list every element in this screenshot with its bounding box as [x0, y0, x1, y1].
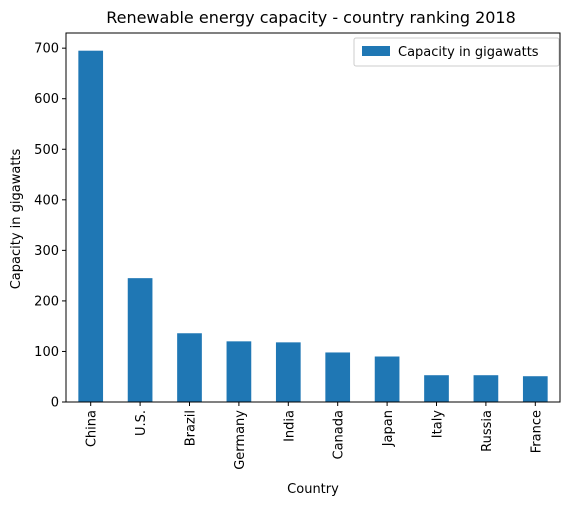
- bar-canada: [325, 352, 351, 402]
- bar-france: [522, 376, 548, 402]
- legend-swatch: [362, 46, 390, 56]
- x-tick-label: India: [282, 410, 297, 442]
- bar-china: [78, 50, 104, 403]
- bar-russia: [473, 375, 499, 402]
- y-tick-label: 100: [34, 345, 59, 360]
- y-tick-label: 400: [34, 193, 59, 208]
- y-tick-label: 600: [34, 92, 59, 107]
- x-tick-label: Japan: [381, 410, 396, 447]
- x-tick-label: Russia: [480, 410, 495, 452]
- chart-title: Renewable energy capacity - country rank…: [106, 8, 516, 27]
- legend: Capacity in gigawatts: [353, 37, 560, 67]
- bar-italy: [424, 375, 449, 402]
- y-tick-label: 700: [34, 42, 59, 57]
- y-axis-label: Capacity in gigawatts: [9, 148, 24, 289]
- x-tick-label: China: [85, 410, 100, 447]
- bar-brazil: [177, 333, 202, 402]
- x-tick-label: Germany: [233, 410, 248, 470]
- plot-area: China U.S. Brazil Germany India Canada Japan It…: [34, 32, 561, 470]
- x-tick-label: U.S.: [134, 410, 149, 436]
- x-tick-label: Brazil: [184, 410, 199, 446]
- x-tick-label: Italy: [431, 410, 446, 439]
- legend-box: [353, 37, 560, 67]
- bar-india: [275, 342, 301, 402]
- y-tick-label: 300: [34, 244, 59, 259]
- bar-japan: [374, 356, 400, 402]
- legend-label: Capacity in gigawatts: [398, 45, 539, 60]
- bar-germany: [226, 341, 252, 402]
- axes-frame: [65, 32, 561, 403]
- bar-us: [127, 278, 153, 402]
- y-tick-label: 0: [51, 396, 59, 411]
- y-tick-label: 500: [34, 143, 59, 158]
- x-tick-label: France: [529, 410, 544, 453]
- x-tick-label: Canada: [332, 410, 347, 459]
- x-axis-label: Country: [287, 482, 339, 497]
- y-tick-label: 200: [34, 294, 59, 309]
